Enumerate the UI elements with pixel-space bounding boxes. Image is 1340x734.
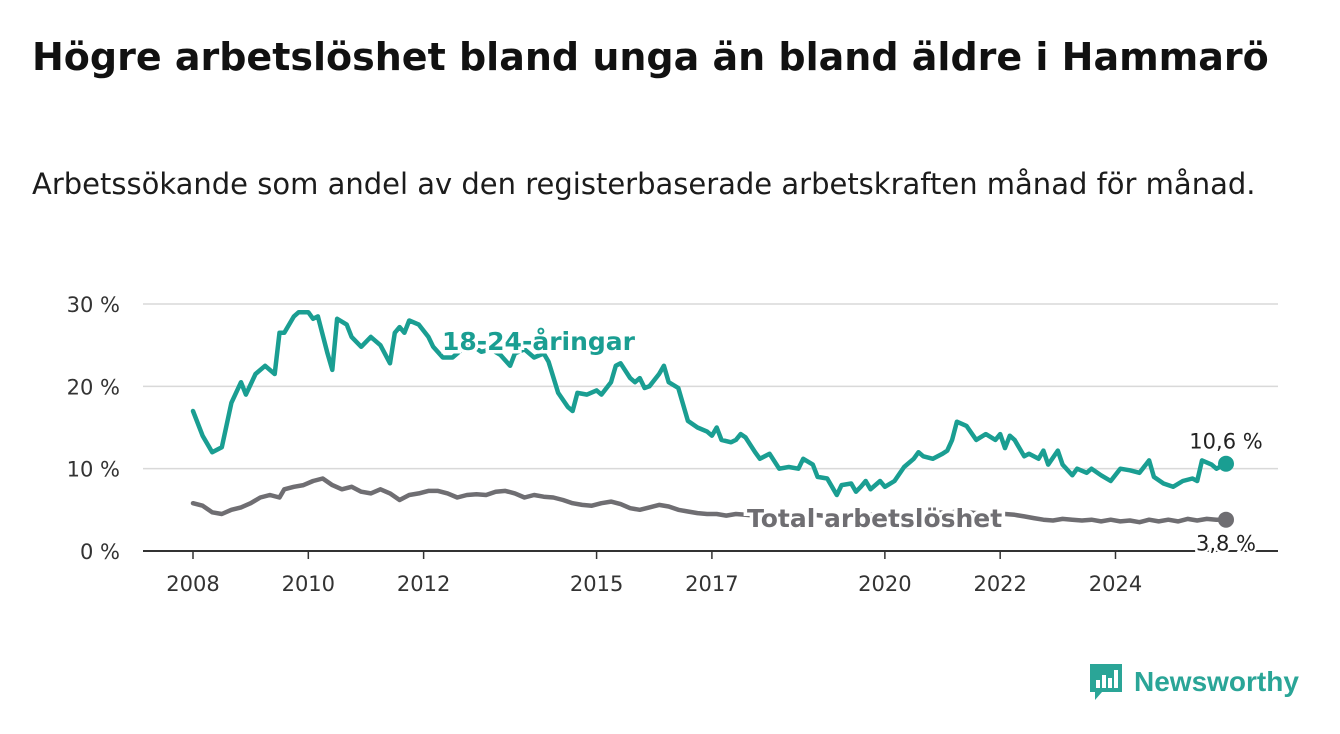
x-tick-label: 2015 <box>570 572 623 596</box>
youth-series-label: 18-24-åringar <box>442 327 636 356</box>
chart-subtitle: Arbetssökande som andel av den registerb… <box>32 167 1256 201</box>
x-tick-label: 2012 <box>397 572 450 596</box>
youth-end-label: 10,6 % <box>1189 430 1262 454</box>
bar-chart-logo-icon <box>1090 664 1122 700</box>
y-tick-label: 20 % <box>67 375 120 399</box>
line-chart: 0 % 10 % 20 % 30 % 2008 2010 2012 2015 2017 2020 2… <box>67 293 1278 596</box>
y-tick-label: 10 % <box>67 458 120 482</box>
youth-series-line <box>190 309 1229 498</box>
x-tick-label: 2022 <box>973 572 1026 596</box>
total-series-line <box>190 476 1229 525</box>
total-end-marker <box>1218 511 1234 528</box>
y-tick-label: 0 % <box>80 540 120 564</box>
total-series-label: Total arbetslöshet <box>747 504 1002 533</box>
x-tick-label: 2008 <box>166 572 219 596</box>
total-end-label: 3,8 % <box>1196 532 1256 556</box>
y-tick-label: 30 % <box>67 293 120 317</box>
x-tick-label: 2020 <box>858 572 911 596</box>
x-tick-label: 2010 <box>282 572 335 596</box>
brand-logo: Newsworthy <box>1088 660 1299 704</box>
x-tick-label: 2024 <box>1089 572 1142 596</box>
chart-title: Högre arbetslöshet bland unga än bland ä… <box>32 35 1269 79</box>
brand-name: Newsworthy <box>1134 666 1299 697</box>
youth-end-marker <box>1218 455 1234 472</box>
x-tick-label: 2017 <box>685 572 738 596</box>
